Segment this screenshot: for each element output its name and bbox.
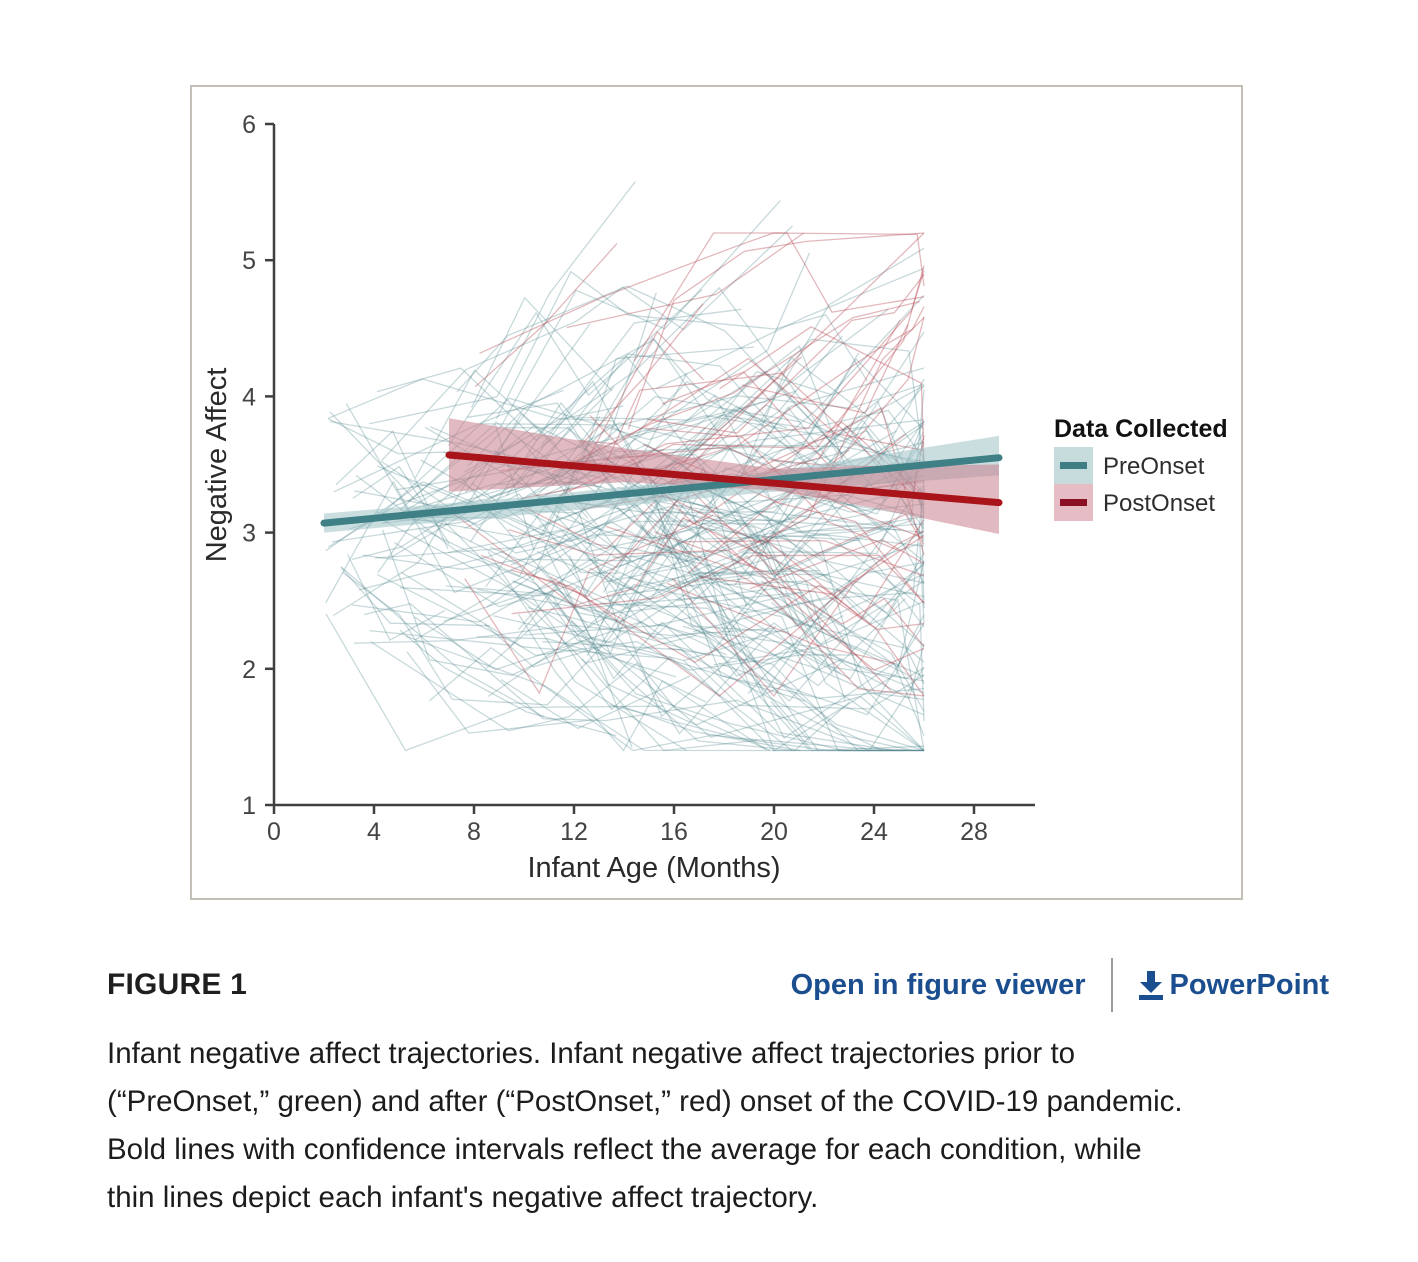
- svg-text:1: 1: [242, 792, 256, 820]
- svg-text:3: 3: [242, 520, 256, 548]
- svg-text:2: 2: [242, 656, 256, 684]
- svg-text:4: 4: [367, 818, 381, 846]
- legend-title: Data Collected: [1054, 415, 1228, 443]
- open-figure-viewer-link[interactable]: Open in figure viewer: [790, 968, 1086, 1001]
- caption-line: thin lines depict each infant's negative…: [107, 1181, 819, 1214]
- svg-text:20: 20: [760, 818, 788, 846]
- svg-text:12: 12: [560, 818, 588, 846]
- svg-text:24: 24: [860, 818, 888, 846]
- chart-legend: Data Collected PreOnset PostOnset: [1054, 415, 1228, 521]
- preonset-trend-line: [320, 454, 1003, 527]
- svg-text:0: 0: [267, 818, 281, 846]
- svg-text:16: 16: [660, 818, 688, 846]
- powerpoint-label: PowerPoint: [1169, 968, 1329, 1001]
- caption-line: Bold lines with confidence intervals ref…: [107, 1133, 1142, 1166]
- figure-container: 1 2 3 4 5 6 0 4 8 12 16 20 24 28 Infant Age (Months) Ne…: [190, 85, 1243, 900]
- figure-meta-row: FIGURE 1 Open in figure viewer PowerPoin…: [107, 956, 1329, 1014]
- x-axis-title: Infant Age (Months): [527, 852, 780, 884]
- svg-text:28: 28: [960, 818, 988, 846]
- links-divider: [1111, 958, 1114, 1012]
- svg-text:6: 6: [242, 111, 256, 139]
- figure-caption: Infant negative affect trajectories. Inf…: [107, 1030, 1357, 1222]
- svg-text:4: 4: [242, 383, 256, 411]
- postonset-trend-line: [445, 451, 1003, 507]
- figure-label: FIGURE 1: [107, 968, 247, 1001]
- download-icon: [1139, 971, 1164, 1000]
- figure-links: Open in figure viewer PowerPoint: [791, 958, 1329, 1012]
- legend-label-preonset: PreOnset: [1103, 453, 1205, 480]
- y-axis-title: Negative Affect: [201, 368, 233, 563]
- svg-text:8: 8: [467, 818, 481, 846]
- svg-text:5: 5: [242, 247, 256, 275]
- powerpoint-link[interactable]: PowerPoint: [1136, 969, 1329, 1002]
- legend-label-postonset: PostOnset: [1103, 490, 1215, 517]
- caption-line: (“PreOnset,” green) and after (“PostOnse…: [107, 1085, 1183, 1118]
- caption-line: Infant negative affect trajectories. Inf…: [107, 1037, 1076, 1070]
